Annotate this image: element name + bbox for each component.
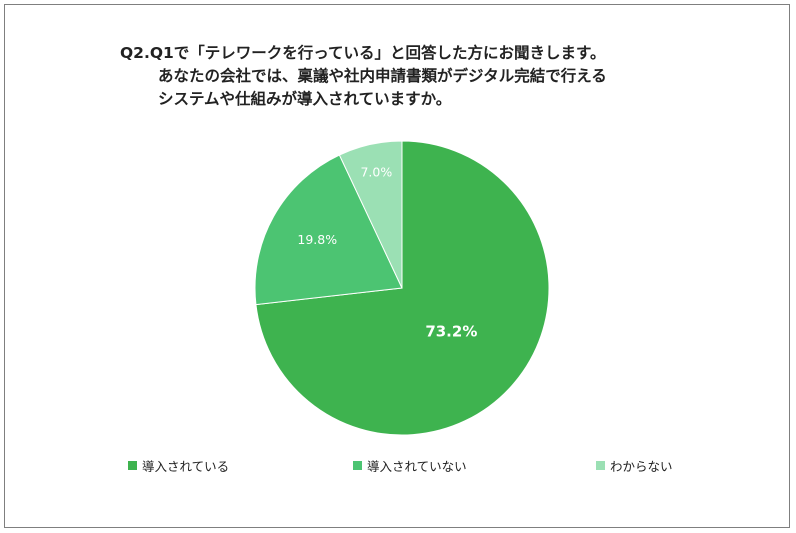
pie-label-implemented: 73.2% [425,323,477,341]
pie-slice-dont-know [338,140,403,289]
pie-label-dont-know: 7.0% [360,165,392,180]
title-line-3: システムや仕組みが導入されていますか。 [158,90,452,108]
legend-item-implemented: 導入されている [128,456,229,475]
title-line-2: あなたの会社では、稟議や社内申請書類がデジタル完結で行える [158,67,607,85]
legend-item-not-implemented: 導入されていない [353,456,467,475]
legend-label-not-implemented: 導入されていない [367,459,467,474]
title-line-1: Q2.Q1で「テレワークを行っている」と回答した方にお聞きします。 [120,44,606,62]
legend-label-implemented: 導入されている [142,459,230,474]
pie-label-not-implemented: 19.8% [297,232,337,247]
legend-label-dont-know: わからない [610,459,673,474]
legend-swatch-dont-know [596,461,605,470]
chart-title: Q2.Q1で「テレワークを行っている」と回答した方にお聞きします。 あなたの会社… [120,42,740,111]
legend-swatch-not-implemented [353,461,362,470]
legend-item-dont-know: わからない [596,456,673,475]
legend-swatch-implemented [128,461,137,470]
legend: 導入されている 導入されていない わからない [0,456,796,476]
pie-slice-not-implemented [254,154,403,306]
